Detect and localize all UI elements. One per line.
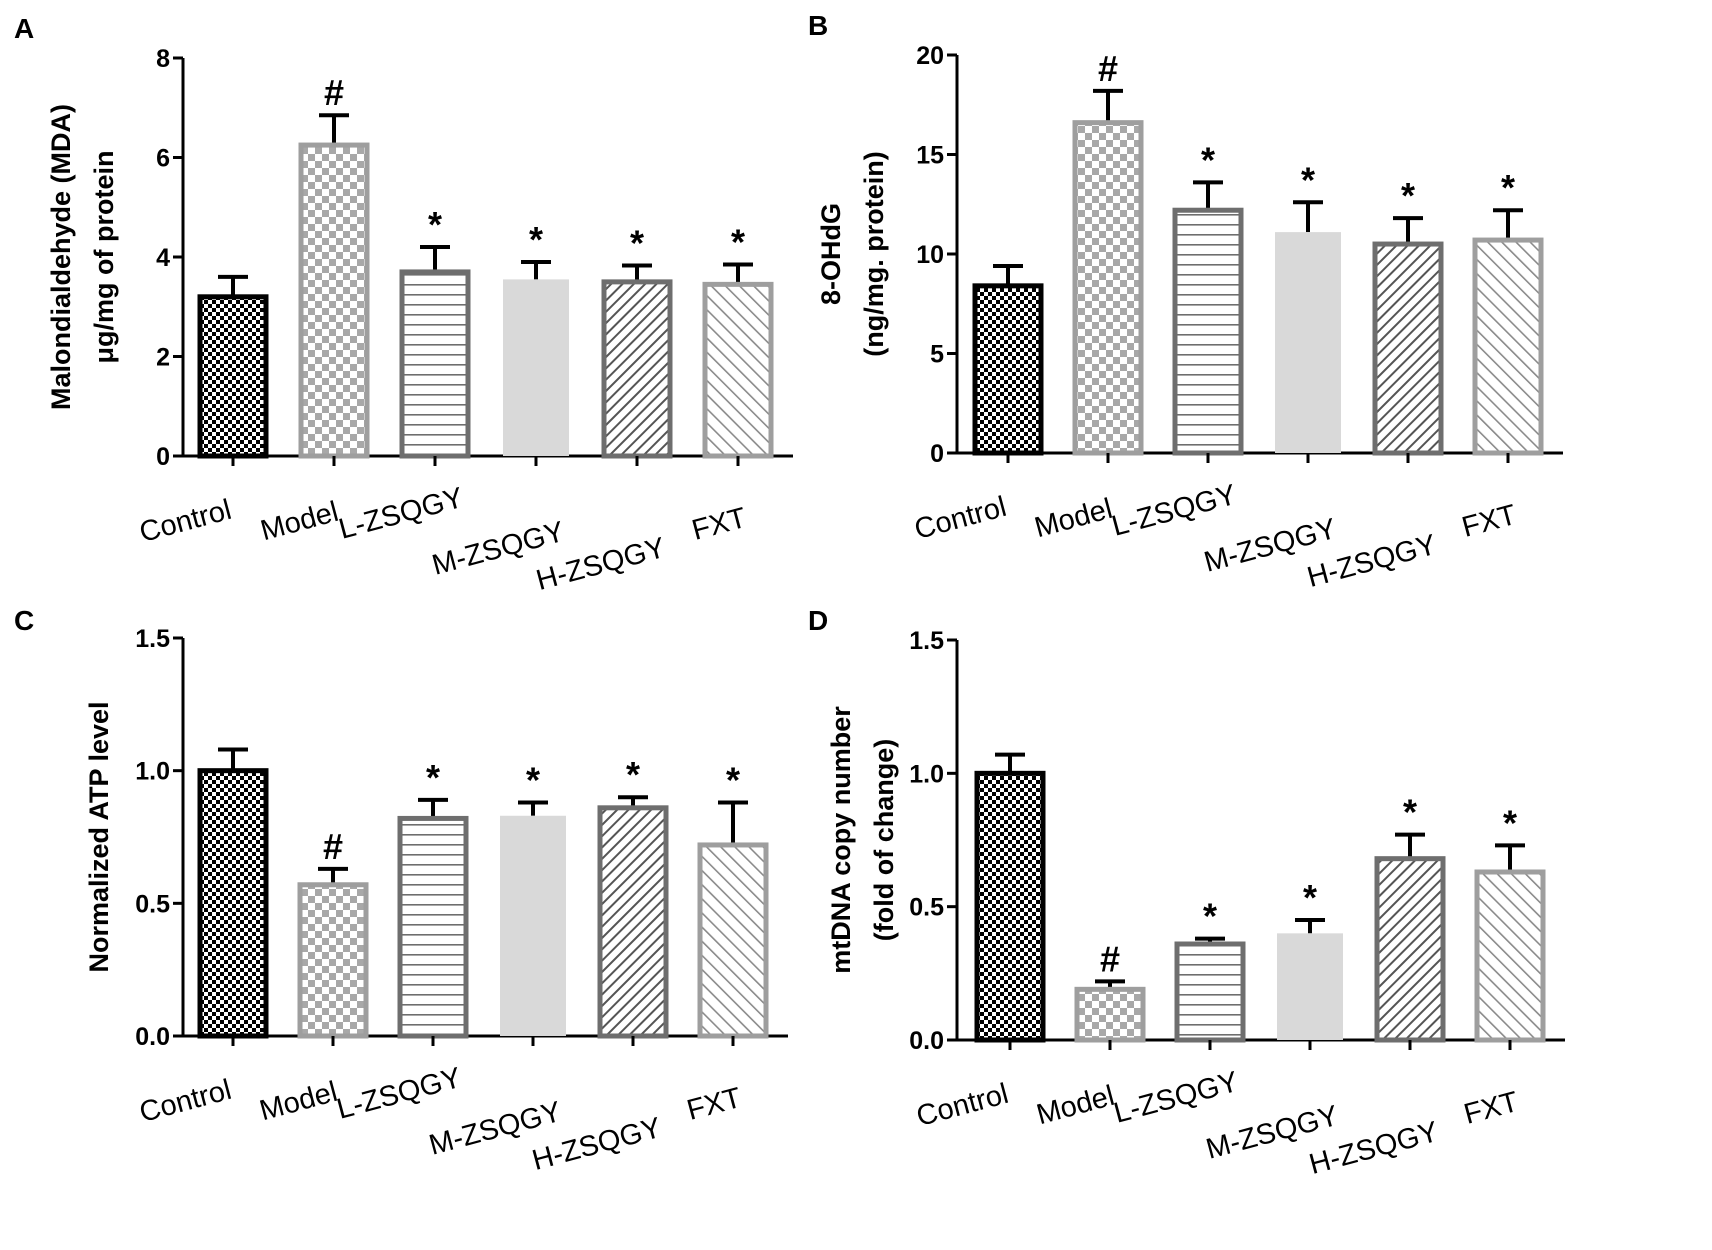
significance-mark: *	[1501, 167, 1515, 208]
significance-mark: *	[529, 219, 543, 260]
significance-mark: #	[324, 72, 344, 113]
x-tick-label: Model	[257, 496, 342, 547]
y-axis-label: Normalized ATP level	[84, 701, 114, 972]
significance-mark: *	[428, 204, 442, 245]
bar	[1072, 120, 1144, 456]
y-tick-label: 0.0	[909, 1027, 944, 1055]
x-tick-label: Control	[911, 491, 1010, 546]
y-tick-label: 1.5	[135, 625, 170, 653]
x-tick-label: FXT	[1459, 499, 1520, 544]
bar	[1172, 207, 1244, 456]
x-tick-label: FXT	[689, 502, 750, 547]
chart-panel-c: C 0.0 0.5 1.0 1.5 Normalized ATP level Control…	[14, 605, 788, 1177]
panel-label: D	[808, 605, 828, 636]
chart-panel-a: A 0 2 4 6 8 Malondialdehyde (MDA) μg/mg of prot…	[14, 13, 793, 597]
significance-mark: #	[1100, 938, 1120, 979]
bar	[697, 842, 769, 1039]
bar	[597, 805, 669, 1039]
significance-mark: *	[1403, 792, 1417, 833]
bar	[397, 815, 469, 1039]
significance-mark: *	[426, 757, 440, 798]
significance-mark: *	[1203, 896, 1217, 937]
y-tick-label: 0	[930, 440, 944, 468]
y-tick-label: 1.0	[135, 758, 170, 786]
panel-label: C	[14, 605, 34, 636]
y-axis-label: (ng/mg. protein)	[859, 151, 889, 356]
x-tick-label: L-ZSQGY	[334, 1062, 465, 1126]
x-tick-label: Model	[1033, 1080, 1118, 1131]
bar	[503, 279, 569, 456]
x-tick-label: L-ZSQGY	[1111, 1066, 1242, 1130]
significance-mark: *	[726, 760, 740, 801]
y-axis-label: 8-OHdG	[816, 203, 846, 305]
x-tick-label: L-ZSQGY	[1109, 479, 1240, 543]
x-tick-label: L-ZSQGY	[336, 482, 467, 546]
y-tick-label: 5	[930, 341, 944, 369]
bar	[1374, 856, 1446, 1043]
chart-panel-b: B 0 5 10 15 20 8-OHdG (ng/mg. protein) Control # M…	[808, 10, 1563, 594]
significance-mark: *	[630, 222, 644, 263]
bar	[1472, 237, 1544, 456]
x-tick-label: Control	[136, 1074, 235, 1129]
y-tick-label: 8	[156, 45, 170, 73]
bar	[399, 269, 471, 459]
significance-mark: *	[1303, 877, 1317, 918]
significance-mark: #	[1098, 48, 1118, 89]
y-tick-label: 2	[156, 344, 170, 372]
bar	[1074, 986, 1146, 1043]
x-tick-label: Control	[913, 1078, 1012, 1133]
bar	[601, 279, 673, 459]
bar	[197, 294, 269, 459]
y-tick-label: 1.0	[909, 760, 944, 788]
bar	[1174, 941, 1246, 1043]
x-tick-label: FXT	[1461, 1086, 1522, 1131]
y-tick-label: 4	[156, 244, 170, 272]
significance-mark: *	[526, 760, 540, 801]
bar	[702, 281, 774, 459]
y-tick-label: 0.0	[135, 1023, 170, 1051]
bar	[972, 283, 1044, 456]
significance-mark: *	[1301, 159, 1315, 200]
panel-label: B	[808, 10, 828, 41]
significance-mark: *	[1201, 139, 1215, 180]
bar	[500, 815, 566, 1036]
chart-panel-d: D 0.0 0.5 1.0 1.5 mtDNA copy number (fold of c…	[808, 605, 1565, 1181]
bar	[1277, 933, 1343, 1040]
significance-mark: *	[626, 754, 640, 795]
x-tick-label: Model	[1031, 493, 1116, 544]
bar	[297, 882, 369, 1039]
significance-mark: #	[323, 826, 343, 867]
y-tick-label: 0	[156, 443, 170, 471]
bar	[1275, 232, 1341, 453]
y-tick-label: 10	[916, 241, 944, 269]
x-tick-label: Control	[136, 494, 235, 549]
x-tick-label: FXT	[684, 1082, 745, 1127]
bar	[974, 770, 1046, 1043]
y-axis-label: (fold of change)	[869, 739, 899, 941]
significance-mark: *	[1503, 802, 1517, 843]
y-tick-label: 6	[156, 145, 170, 173]
bar	[1474, 869, 1546, 1043]
y-tick-label: 0.5	[909, 894, 944, 922]
significance-mark: *	[731, 221, 745, 262]
panel-label: A	[14, 13, 34, 44]
y-axis-label: Malondialdehyde (MDA)	[46, 104, 76, 410]
bar	[197, 768, 269, 1039]
y-axis-label: mtDNA copy number	[826, 706, 856, 974]
bar	[298, 142, 370, 459]
significance-mark: *	[1401, 175, 1415, 216]
y-tick-label: 15	[916, 142, 944, 170]
y-tick-label: 0.5	[135, 890, 170, 918]
bar	[1372, 241, 1444, 456]
y-tick-label: 20	[916, 42, 944, 70]
x-tick-label: Model	[256, 1076, 341, 1127]
y-tick-label: 1.5	[909, 627, 944, 655]
y-axis-label: μg/mg of protein	[89, 151, 119, 364]
